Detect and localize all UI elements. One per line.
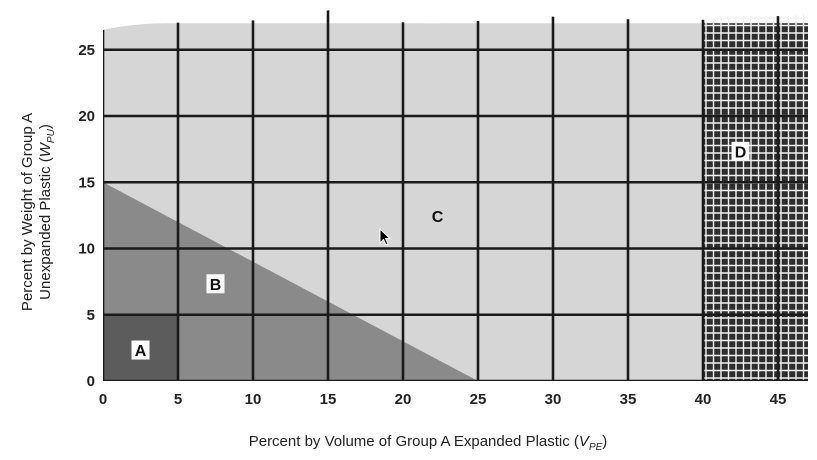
x-tick-label: 5	[174, 391, 182, 408]
x-tick-label: 15	[320, 391, 337, 408]
x-tick-label: 20	[395, 391, 412, 408]
region-label-box	[131, 340, 150, 360]
y-tick-label: 10	[78, 241, 95, 258]
y-tick-label: 0	[87, 373, 95, 390]
x-tick-label: 40	[695, 391, 712, 408]
region-label-b: B	[206, 274, 225, 294]
region-label-text: A	[135, 343, 147, 360]
x-tick-label: 10	[245, 391, 262, 408]
region-label-box	[731, 141, 750, 161]
x-axis-title: Percent by Volume of Group A Expanded Pl…	[249, 433, 608, 453]
region-d	[703, 23, 808, 381]
y-axis-title-line2: Unexpanded Plastic (WPU)	[37, 124, 57, 300]
region-label-a: A	[131, 340, 150, 360]
y-tick-label: 20	[78, 108, 95, 125]
x-tick-label: 0	[99, 391, 107, 408]
region-label-text: D	[735, 144, 747, 161]
x-tick-label: 45	[770, 391, 787, 408]
cursor-arrow-icon	[379, 227, 392, 246]
region-label-text: C	[432, 209, 444, 226]
region-label-text: B	[210, 277, 222, 294]
x-tick-label: 30	[545, 391, 562, 408]
y-tick-label: 15	[78, 174, 95, 191]
plot-area	[103, 10, 808, 381]
region-label-d: D	[731, 141, 750, 161]
region-d-hatch	[703, 10, 808, 381]
region-label-c: C	[432, 209, 444, 226]
region-b	[103, 182, 478, 381]
y-tick-label: 25	[78, 42, 95, 59]
y-tick-label: 5	[87, 307, 95, 324]
x-tick-label: 35	[620, 391, 637, 408]
y-axis-title-line1: Percent by Weight of Group A	[19, 113, 36, 311]
x-tick-label: 25	[470, 391, 487, 408]
region-label-box	[206, 274, 225, 294]
